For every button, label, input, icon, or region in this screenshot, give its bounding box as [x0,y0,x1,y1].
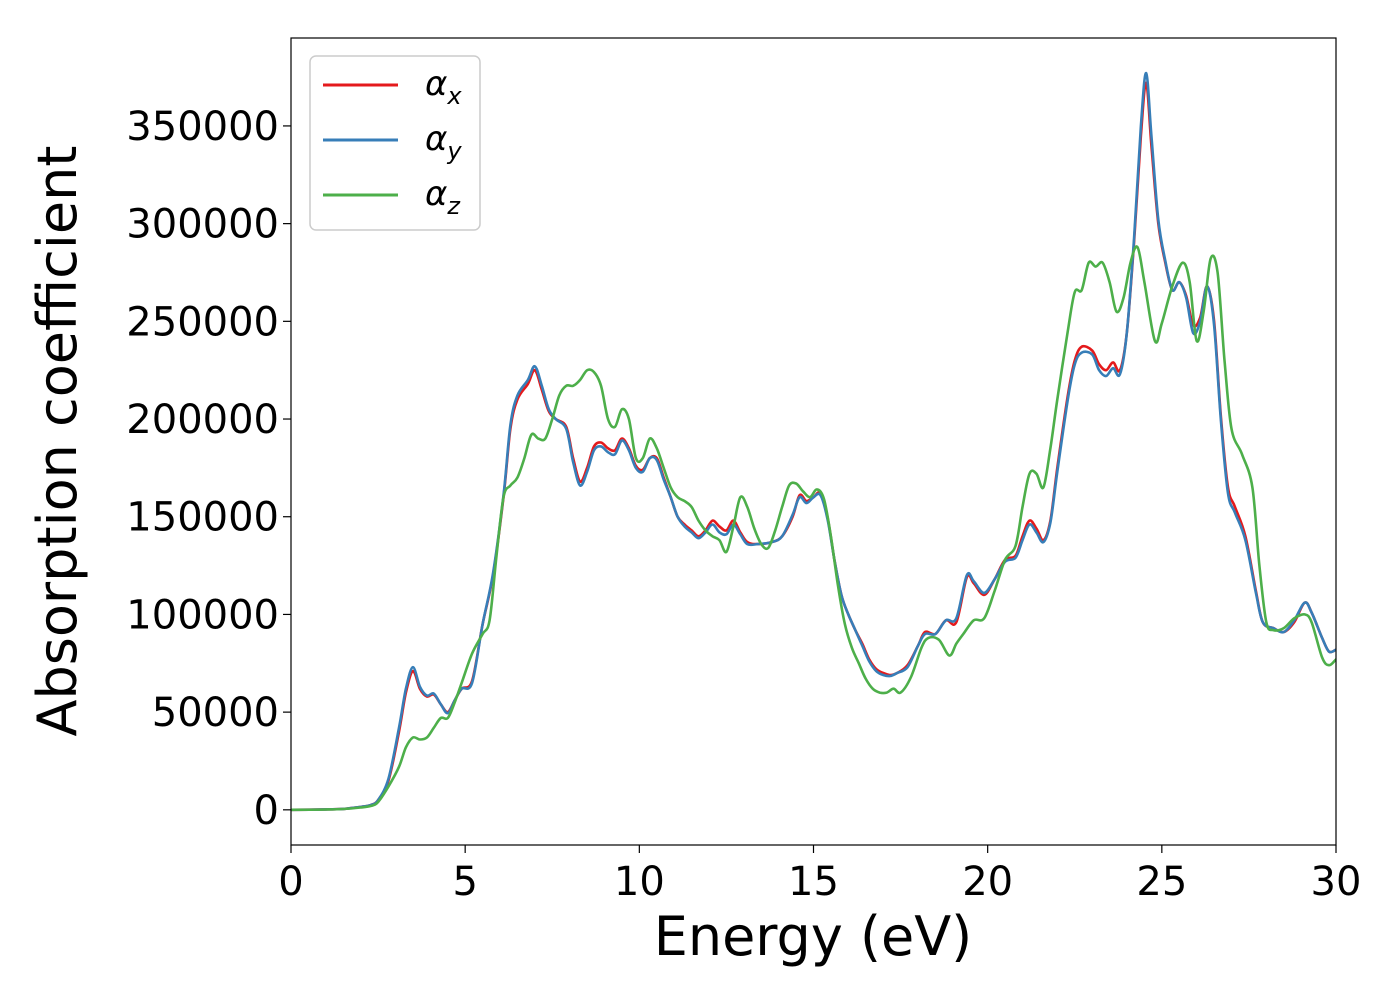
legend-box [309,55,481,231]
legend-label-y: αy [425,119,462,165]
legend: αx αy αz [309,55,481,231]
y-tick-label: 100000 [126,592,279,638]
y-tick-label: 150000 [126,495,279,541]
x-tick-label: 30 [1311,859,1362,905]
x-tick-label: 20 [962,859,1013,905]
series-layer [291,71,1336,812]
legend-label-z: αz [425,174,461,220]
y-tick-label: 50000 [152,690,279,736]
x-tick-label: 25 [1136,859,1187,905]
x-tick-label: 0 [278,859,303,905]
series-line-z [291,245,1336,812]
y-axis-ticks: 0 50000 100000 150000 200000 250000 300000 3500… [126,104,291,834]
x-tick-label: 15 [788,859,839,905]
legend-label-x: αx [425,64,462,110]
x-tick-label: 10 [614,859,665,905]
y-tick-label: 200000 [126,397,279,443]
x-axis-ticks: 0 5 10 15 20 25 30 [278,845,1361,905]
y-tick-label: 0 [254,788,279,834]
y-tick-label: 350000 [126,104,279,150]
x-tick-label: 5 [452,859,477,905]
x-axis-title: Energy (eV) [654,905,973,968]
y-axis-title: Absorption coefficient [26,146,89,737]
y-tick-label: 300000 [126,202,279,248]
y-tick-label: 250000 [126,299,279,345]
